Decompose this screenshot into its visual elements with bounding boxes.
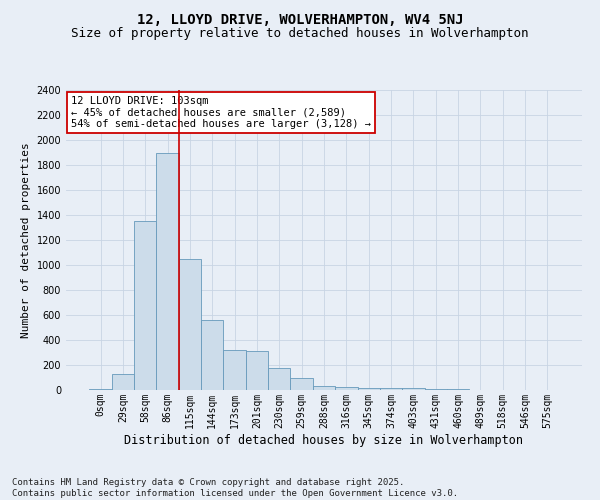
Y-axis label: Number of detached properties: Number of detached properties [21,142,31,338]
Bar [157,152,179,390]
Bar [425,389,447,390]
Text: Contains HM Land Registry data © Crown copyright and database right 2025.
Contai: Contains HM Land Registry data © Crown c… [12,478,458,498]
Bar [335,386,358,390]
Bar [246,351,268,390]
Bar [179,259,201,390]
Bar [380,388,402,390]
Bar [268,368,290,390]
X-axis label: Distribution of detached houses by size in Wolverhampton: Distribution of detached houses by size … [125,434,523,446]
Bar [223,350,246,390]
Text: 12, LLOYD DRIVE, WOLVERHAMPTON, WV4 5NJ: 12, LLOYD DRIVE, WOLVERHAMPTON, WV4 5NJ [137,12,463,26]
Bar [112,374,134,390]
Text: 12 LLOYD DRIVE: 103sqm
← 45% of detached houses are smaller (2,589)
54% of semi-: 12 LLOYD DRIVE: 103sqm ← 45% of detached… [71,96,371,129]
Text: Size of property relative to detached houses in Wolverhampton: Size of property relative to detached ho… [71,28,529,40]
Bar [134,221,157,390]
Bar [290,378,313,390]
Bar [201,320,223,390]
Bar [313,386,335,390]
Bar [402,388,425,390]
Bar [89,389,112,390]
Bar [358,388,380,390]
